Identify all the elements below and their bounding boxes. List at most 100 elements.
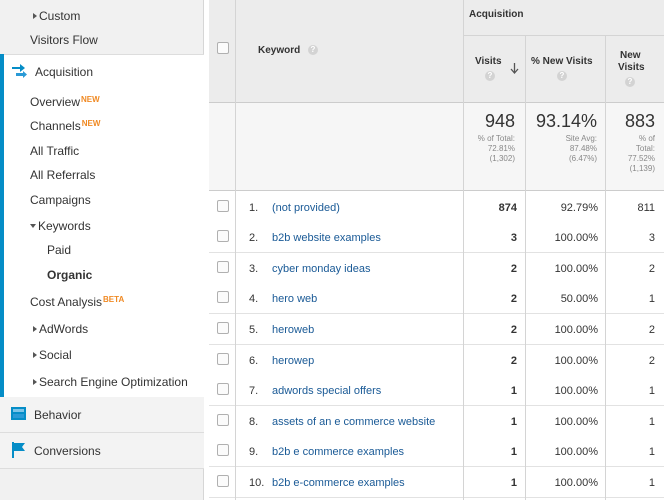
column-header-new-visits-line1[interactable]: New — [620, 50, 641, 61]
sidebar-item-label: All Referrals — [30, 168, 96, 182]
visits-value: 3 — [510, 232, 517, 244]
column-header-new-visits-line2[interactable]: Visits — [618, 62, 645, 73]
summary-visits: 948 — [484, 111, 515, 131]
row-index: 8. — [249, 416, 259, 428]
table-row: 5. heroweb 2 100.00% 2 — [209, 314, 664, 345]
expand-arrow-icon — [33, 13, 37, 19]
keyword-link[interactable]: adwords special offers — [272, 385, 382, 397]
sidebar-item-label: Keywords — [38, 219, 91, 233]
row-checkbox[interactable] — [217, 444, 229, 456]
help-icon[interactable]: ? — [557, 71, 567, 81]
sort-descending-icon[interactable] — [510, 63, 519, 74]
sidebar-item-adwords[interactable]: AdWords — [0, 322, 204, 336]
table-row: 4. hero web 2 50.00% 1 — [209, 283, 664, 314]
sidebar-item-channels[interactable]: ChannelsNEW — [0, 119, 204, 133]
summary-new-visits-sub2: Total: — [635, 144, 655, 153]
row-index: 3. — [249, 263, 259, 275]
group-header-label: Acquisition — [469, 9, 524, 20]
new-visits-value: 2 — [648, 324, 655, 336]
row-index: 5. — [249, 324, 259, 336]
help-icon[interactable]: ? — [308, 45, 318, 55]
row-checkbox[interactable] — [217, 291, 229, 303]
sidebar-item-label: Acquisition — [35, 65, 94, 79]
new-badge: NEW — [81, 119, 101, 128]
new-visits-pct-value: 100.00% — [554, 385, 598, 397]
new-visits-pct-value: 50.00% — [560, 293, 598, 305]
row-checkbox[interactable] — [217, 475, 229, 487]
sidebar-item-visitors-flow[interactable]: Visitors Flow — [0, 33, 204, 47]
column-header-new-visits-pct[interactable]: % New Visits — [531, 56, 593, 67]
sidebar-item-seo[interactable]: Search Engine Optimization — [0, 375, 204, 389]
sidebar-item-label: AdWords — [39, 322, 89, 336]
column-divider — [463, 0, 464, 500]
column-header-keyword[interactable]: Keyword — [258, 45, 301, 56]
keyword-link[interactable]: assets of an e commerce website — [272, 416, 436, 428]
row-checkbox[interactable] — [217, 353, 229, 365]
sidebar-item-social[interactable]: Social — [0, 348, 204, 362]
row-index: 6. — [249, 355, 259, 367]
sidebar-item-overview[interactable]: OverviewNEW — [0, 95, 204, 109]
row-checkbox[interactable] — [217, 230, 229, 242]
help-icon[interactable]: ? — [625, 77, 635, 87]
flag-icon — [12, 442, 25, 458]
table-row: 6. herowep 2 100.00% 2 — [209, 345, 664, 376]
new-badge: NEW — [81, 95, 100, 104]
keyword-link[interactable]: herowep — [272, 355, 315, 367]
sidebar-item-campaigns[interactable]: Campaigns — [0, 193, 204, 207]
new-visits-pct-value: 100.00% — [554, 446, 598, 458]
beta-badge: BETA — [103, 295, 125, 304]
new-visits-pct-value: 100.00% — [554, 416, 598, 428]
keyword-link[interactable]: cyber monday ideas — [272, 263, 371, 275]
keyword-link[interactable]: b2b e commerce examples — [272, 446, 405, 458]
select-all-checkbox[interactable] — [217, 42, 229, 54]
visits-value: 1 — [510, 416, 517, 428]
row-index: 7. — [249, 385, 259, 397]
sidebar-item-label: Overview — [30, 95, 81, 109]
summary-visits-sub1: % of Total: — [477, 134, 515, 143]
sidebar-item-all-traffic[interactable]: All Traffic — [0, 144, 204, 158]
summary-new-visits: 883 — [624, 111, 655, 131]
sidebar-item-label: Cost Analysis — [30, 295, 103, 309]
column-divider — [525, 36, 526, 500]
new-visits-value: 811 — [637, 202, 655, 214]
sidebar-item-label: Social — [39, 348, 72, 362]
keyword-link[interactable]: (not provided) — [272, 202, 340, 214]
help-icon[interactable]: ? — [485, 71, 495, 81]
sidebar-item-organic[interactable]: Organic — [0, 268, 204, 282]
keyword-link[interactable]: heroweb — [272, 324, 315, 336]
summary-new-visits-sub4: (1,139) — [629, 164, 655, 173]
sidebar-item-label: Behavior — [34, 408, 82, 422]
new-visits-value: 1 — [648, 416, 655, 428]
visits-value: 1 — [510, 477, 517, 489]
column-header-visits[interactable]: Visits — [475, 56, 502, 67]
keyword-link[interactable]: b2b website examples — [272, 232, 381, 244]
row-checkbox[interactable] — [217, 200, 229, 212]
summary-visits-sub3: (1,302) — [489, 154, 515, 163]
sidebar-item-cost-analysis[interactable]: Cost AnalysisBETA — [0, 295, 204, 309]
sidebar-item-paid[interactable]: Paid — [0, 243, 204, 257]
expand-arrow-icon — [33, 379, 37, 385]
acquisition-active-bar — [0, 54, 4, 398]
summary-new-pct-sub2: 87.48% — [569, 144, 597, 153]
sidebar-item-all-referrals[interactable]: All Referrals — [0, 168, 204, 182]
row-checkbox[interactable] — [217, 383, 229, 395]
sidebar-item-conversions[interactable]: Conversions — [0, 433, 204, 469]
row-checkbox[interactable] — [217, 322, 229, 334]
new-visits-pct-value: 100.00% — [554, 232, 598, 244]
row-checkbox[interactable] — [217, 414, 229, 426]
new-visits-value: 1 — [648, 477, 655, 489]
sidebar-item-label: Organic — [47, 268, 93, 282]
acquisition-arrows-icon — [12, 64, 27, 78]
keyword-link[interactable]: hero web — [272, 293, 318, 305]
sidebar-item-keywords[interactable]: Keywords — [0, 219, 204, 233]
sidebar-item-behavior[interactable]: Behavior — [0, 397, 204, 433]
sidebar-item-label: Paid — [47, 243, 72, 257]
sidebar-item-label: Campaigns — [30, 193, 91, 207]
row-checkbox[interactable] — [217, 261, 229, 273]
keyword-link[interactable]: b2b e-commerce examples — [272, 477, 405, 489]
expand-arrow-icon — [33, 352, 37, 358]
sidebar-item-acquisition[interactable]: Acquisition — [0, 64, 204, 81]
sidebar-item-label: Conversions — [34, 444, 101, 458]
visits-value: 1 — [510, 385, 517, 397]
sidebar-item-custom[interactable]: Custom — [0, 9, 204, 23]
